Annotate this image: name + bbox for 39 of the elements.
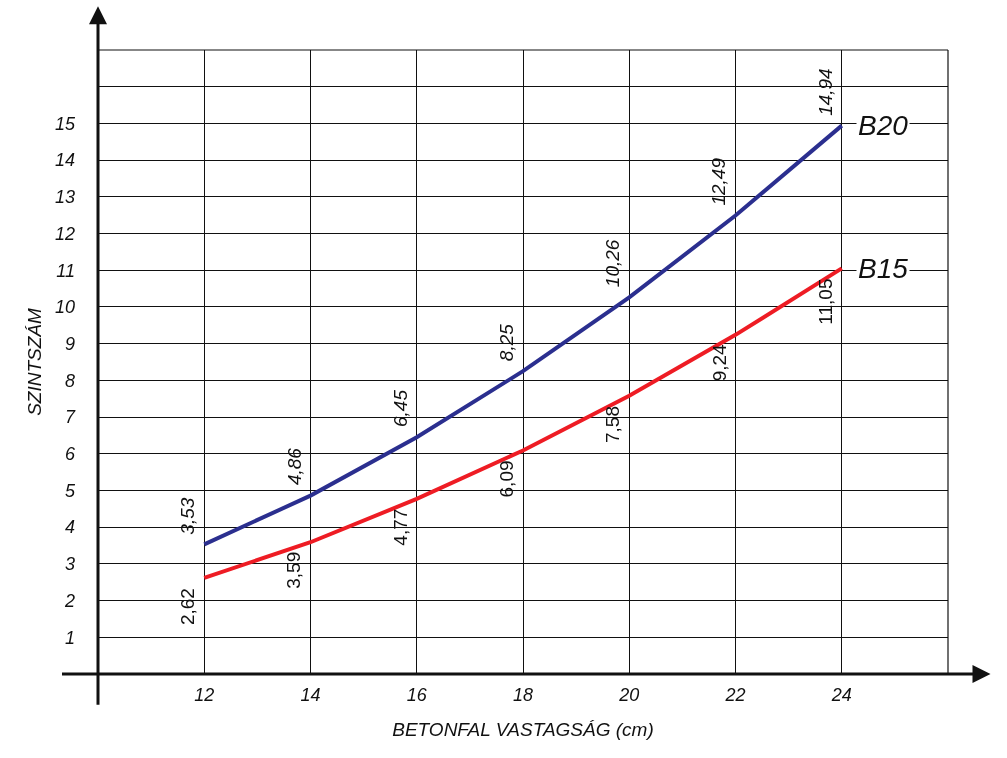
data-label: 4,86 <box>283 447 305 486</box>
x-tick-label: 14 <box>300 685 321 705</box>
x-tick-label: 22 <box>724 685 746 705</box>
y-tick-label: 14 <box>54 150 75 171</box>
data-label: 3,53 <box>176 497 198 535</box>
line-series <box>202 123 844 547</box>
y-tick-label: 10 <box>54 297 75 318</box>
data-label: 3,59 <box>283 551 305 589</box>
y-tick-label: 11 <box>56 260 75 281</box>
data-label: 7,58 <box>602 406 624 444</box>
x-tick-label: 18 <box>512 685 534 705</box>
y-tick-label: 2 <box>63 590 75 611</box>
x-tick-label: 16 <box>406 685 428 705</box>
data-label: 12,49 <box>708 157 730 206</box>
data-label: 10,26 <box>602 239 624 288</box>
y-tick-label: 5 <box>64 480 76 501</box>
x-tick-label: 20 <box>618 685 640 705</box>
x-tick-label: 24 <box>830 685 852 705</box>
y-tick-label: 1 <box>64 627 75 648</box>
series-label: B20 <box>858 110 909 141</box>
x-axis-title: BETONFAL VASTAGSÁG (cm) <box>392 718 654 740</box>
y-tick-label: 9 <box>64 333 75 354</box>
data-label: 4,77 <box>389 508 411 546</box>
y-tick-label: 12 <box>54 223 75 244</box>
y-tick-label: 6 <box>64 444 76 465</box>
y-tick-label: 15 <box>54 113 76 134</box>
y-tick-label: 8 <box>64 370 75 391</box>
y-tick-label: 4 <box>64 517 75 538</box>
data-label: 8,25 <box>495 323 517 362</box>
data-label: 9,24 <box>708 343 730 382</box>
x-tick-label: 12 <box>194 685 215 705</box>
y-tick-label: 7 <box>64 407 76 428</box>
y-tick-label: 13 <box>54 187 75 208</box>
y-axis-title: SZINTSZÁM <box>23 308 45 416</box>
data-label: 6,09 <box>495 460 517 498</box>
y-tick-label: 3 <box>64 554 75 575</box>
data-label: 11,05 <box>814 278 836 325</box>
data-label: 6,45 <box>389 389 411 427</box>
series-label: B15 <box>858 253 909 284</box>
